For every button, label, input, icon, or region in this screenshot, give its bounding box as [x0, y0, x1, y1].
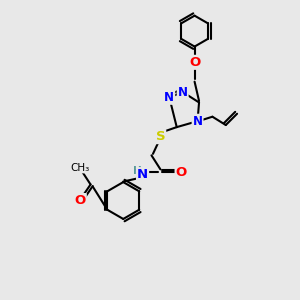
- Text: N: N: [164, 91, 174, 104]
- Text: O: O: [189, 56, 200, 69]
- Text: CH₃: CH₃: [70, 163, 90, 173]
- Text: O: O: [74, 194, 86, 207]
- Text: N: N: [137, 168, 148, 181]
- Text: N: N: [178, 85, 188, 98]
- Text: O: O: [176, 166, 187, 179]
- Text: N: N: [193, 115, 202, 128]
- Text: H: H: [133, 166, 142, 176]
- Text: S: S: [156, 130, 165, 143]
